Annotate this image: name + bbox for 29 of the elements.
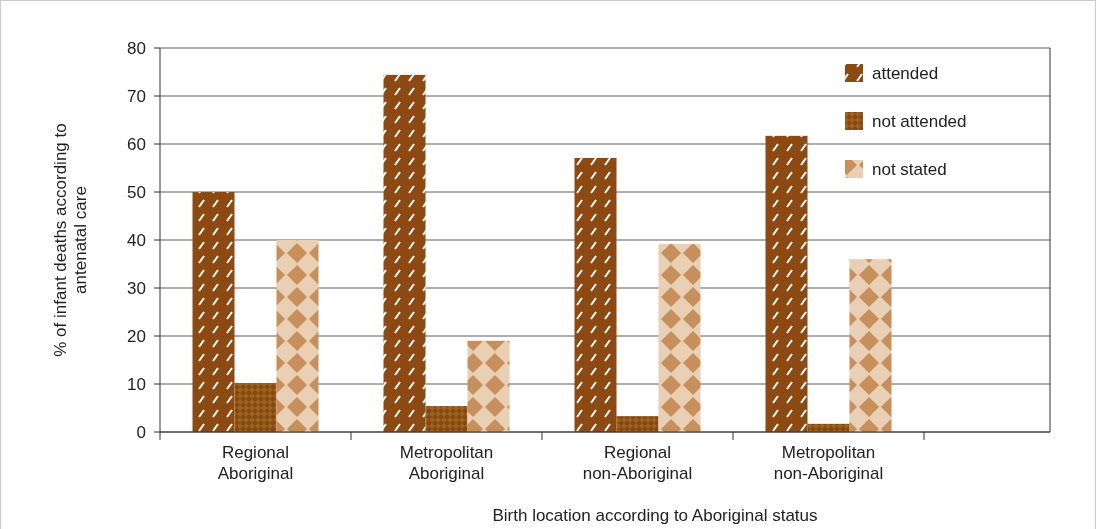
bar: [192, 192, 235, 432]
y-tick-label: 0: [136, 422, 146, 442]
y-tick-label: 50: [127, 182, 146, 202]
legend-label: attended: [872, 63, 939, 83]
bar: [616, 416, 659, 432]
y-tick-label: 70: [127, 86, 146, 106]
bar: [383, 74, 426, 432]
bar: [765, 135, 808, 432]
bar: [425, 406, 468, 432]
bar: [234, 383, 277, 432]
x-tick-label: Regional Aboriginal: [217, 443, 294, 484]
x-tick-label: Regional non-Aboriginal: [582, 443, 693, 484]
legend-label: not stated: [872, 159, 947, 179]
bar: [467, 340, 510, 432]
y-axis-title: % of infant deaths according to antenatal care: [51, 123, 91, 357]
x-axis-title: Birth location according to Aboriginal status: [492, 506, 818, 525]
x-tick-label: Metropolitan Aboriginal: [399, 443, 494, 484]
y-tick-label: 30: [127, 278, 146, 298]
bar: [658, 243, 701, 432]
legend-label: not attended: [872, 111, 967, 131]
x-tick-label: Metropolitan non-Aboriginal: [773, 443, 884, 484]
bar: [849, 259, 892, 432]
bar: [574, 157, 617, 432]
y-tick-label: 10: [127, 374, 146, 394]
y-tick-label: 40: [127, 230, 146, 250]
y-tick-label: 80: [127, 38, 146, 58]
y-tick-label: 60: [127, 134, 146, 154]
bar: [276, 240, 319, 432]
y-tick-label: 20: [127, 326, 146, 346]
